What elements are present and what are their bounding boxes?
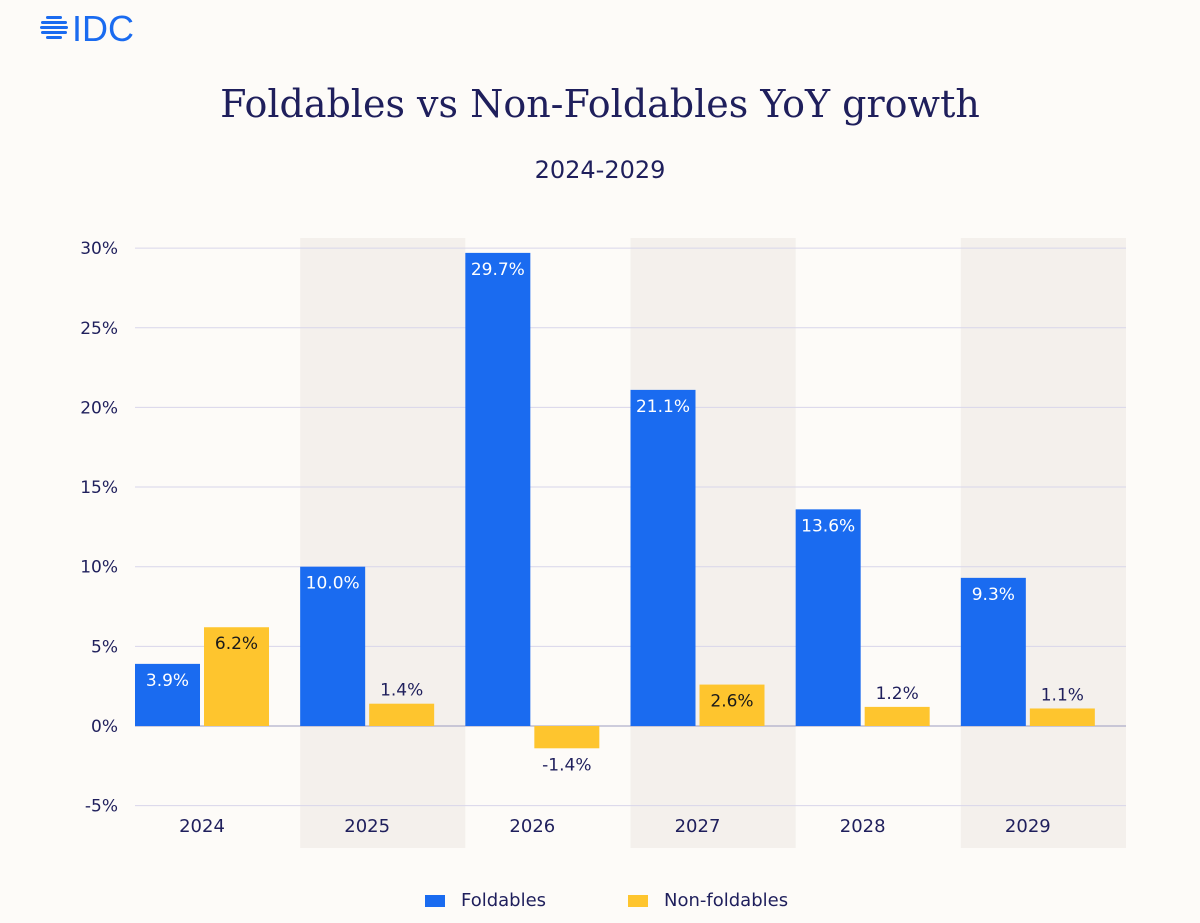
legend-non-foldables: Non-foldables: [628, 890, 788, 911]
chart-subtitle: 2024-2029: [534, 156, 666, 184]
legend-foldables: Foldables: [425, 890, 546, 911]
y-tick-label: 25%: [80, 319, 118, 339]
y-tick-label: 15%: [80, 478, 118, 498]
x-tick-label: 2027: [675, 816, 721, 837]
shaded-band: [960, 238, 1126, 848]
x-tick-label: 2024: [179, 816, 225, 837]
data-label: 1.1%: [1041, 685, 1084, 705]
x-tick-label: 2029: [1005, 816, 1051, 837]
y-tick-label: -5%: [85, 797, 118, 817]
legend-label: Foldables: [461, 890, 547, 911]
data-label: 21.1%: [636, 397, 690, 417]
y-tick-label: 10%: [80, 558, 118, 578]
data-label: 6.2%: [215, 634, 258, 654]
idc-logo: IDC: [40, 8, 150, 50]
svg-text:IDC: IDC: [72, 10, 134, 46]
bar-non-foldables: [699, 684, 765, 726]
bar-foldables: [960, 577, 1026, 726]
y-tick-label: 5%: [91, 637, 118, 657]
bar-non-foldables: [864, 706, 930, 726]
bar-foldables: [300, 566, 366, 726]
bar-non-foldables: [369, 703, 435, 726]
bar-non-foldables: [204, 627, 269, 726]
shaded-band: [300, 238, 466, 848]
y-tick-label: 20%: [80, 398, 118, 418]
bar-non-foldables: [1029, 708, 1095, 726]
data-label: 1.2%: [876, 684, 919, 704]
y-tick-label: 0%: [91, 717, 118, 737]
x-tick-label: 2028: [840, 816, 886, 837]
data-label: 3.9%: [146, 671, 189, 691]
x-tick-label: 2025: [344, 816, 390, 837]
bar-foldables: [795, 509, 861, 726]
bar-foldables: [465, 252, 531, 726]
y-tick-label: 30%: [80, 239, 118, 259]
x-tick-label: 2026: [509, 816, 555, 837]
legend-swatch: [628, 894, 648, 907]
bar-foldables: [135, 663, 200, 726]
data-label: 13.6%: [801, 516, 855, 536]
data-label: 29.7%: [471, 260, 525, 280]
legend-label: Non-foldables: [664, 890, 789, 911]
data-label: 10.0%: [306, 574, 360, 594]
data-label: 2.6%: [710, 692, 753, 712]
data-label: -1.4%: [542, 755, 591, 775]
legend-swatch: [425, 894, 445, 907]
data-label: 1.4%: [380, 681, 423, 701]
data-label: 9.3%: [972, 585, 1015, 605]
bar-foldables: [630, 389, 696, 726]
bar-non-foldables: [534, 726, 600, 749]
chart-title: Foldables vs Non-Foldables YoY growth: [220, 82, 980, 126]
